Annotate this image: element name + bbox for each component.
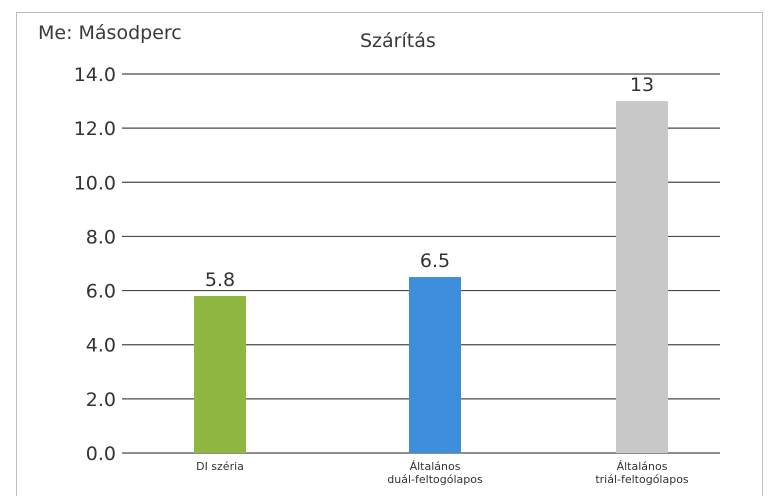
y-tick-label: 6.0: [86, 281, 116, 303]
bar: [616, 101, 668, 454]
x-tick-label: Általános triál-feltogólapos: [595, 460, 689, 486]
bar: [409, 277, 461, 453]
y-tick-label: 4.0: [86, 335, 116, 357]
data-label: 6.5: [420, 250, 450, 272]
x-tick-label: DI széria: [196, 460, 244, 473]
y-tick-label: 14.0: [74, 64, 116, 86]
data-label: 5.8: [205, 269, 235, 291]
chart-title: Szárítás: [360, 30, 436, 52]
y-tick-label: 12.0: [74, 118, 116, 140]
y-tick-label: 2.0: [86, 389, 116, 411]
y-tick-label: 0.0: [86, 443, 116, 465]
y-tick-label: 10.0: [74, 172, 116, 194]
y-tick-label: 8.0: [86, 226, 116, 248]
x-tick-label: Általános duál-feltogólapos: [387, 460, 483, 486]
chart-frame: [16, 12, 763, 496]
unit-label: Me: Másodperc: [38, 22, 182, 44]
bar: [194, 295, 246, 453]
data-label: 13: [630, 74, 654, 96]
